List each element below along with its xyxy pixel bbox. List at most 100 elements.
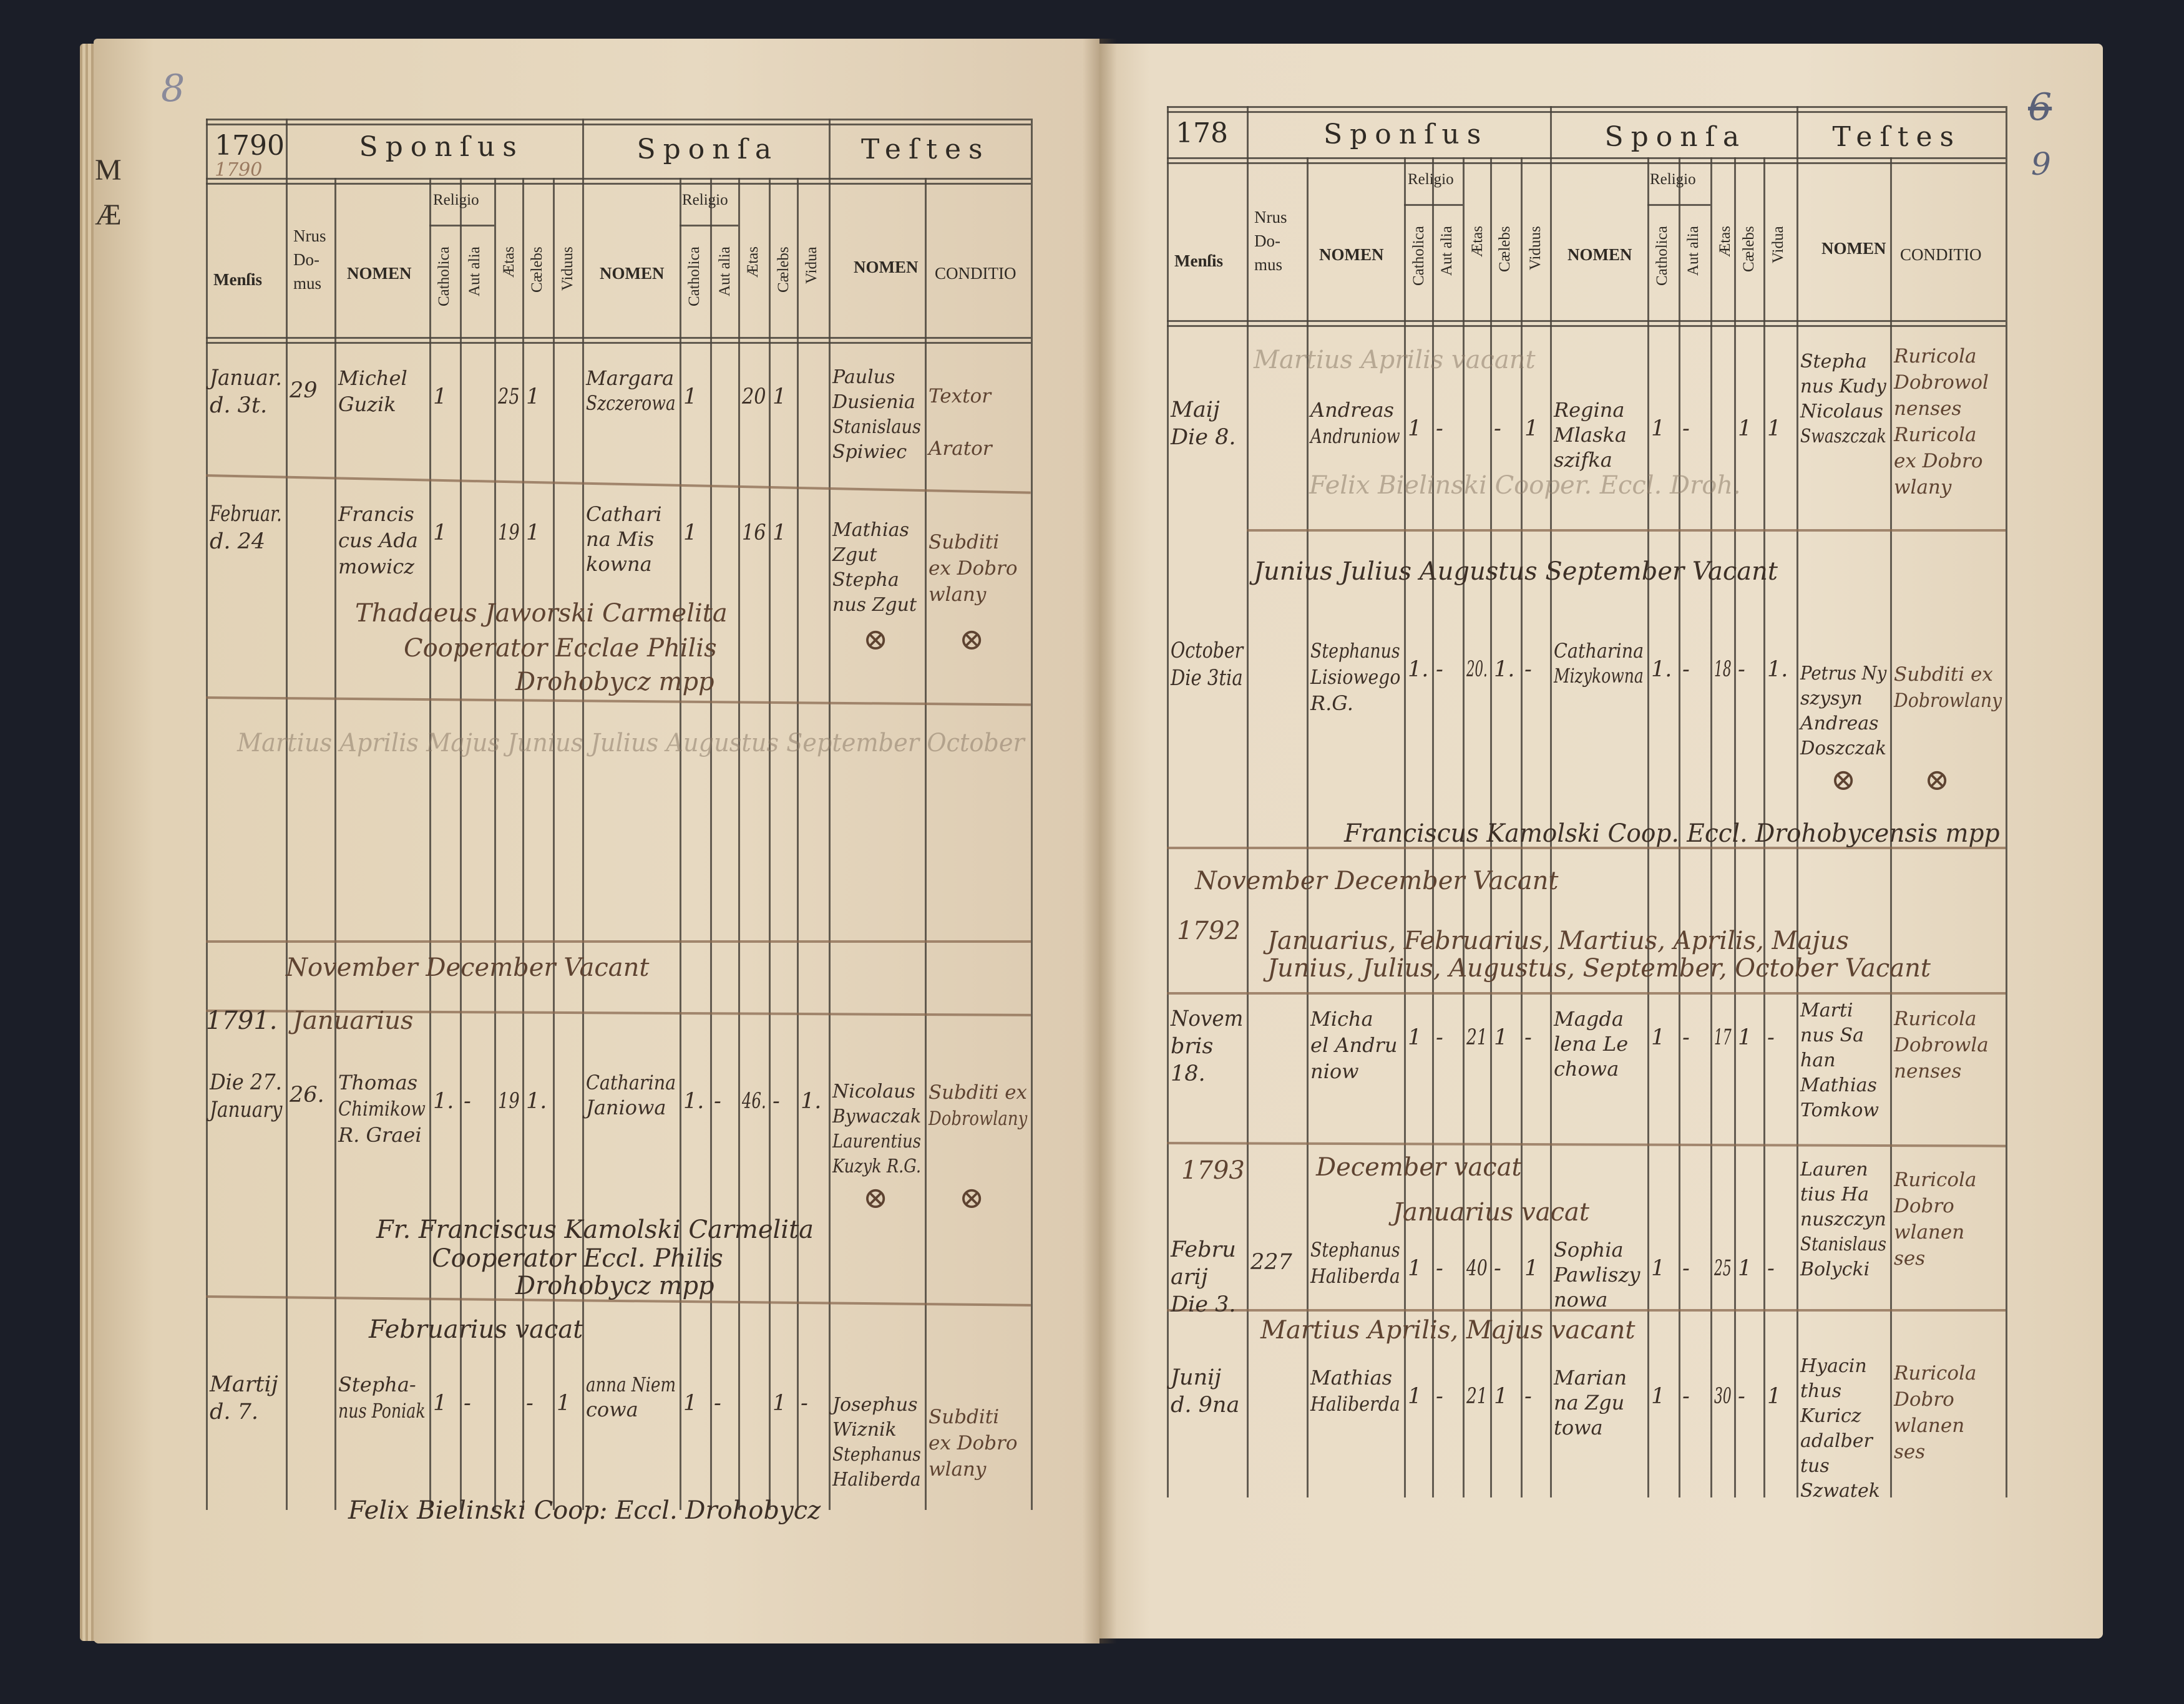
row-sponsus-name: Francis [338, 502, 414, 526]
row-witness-condition: Ruricola [1894, 345, 1977, 368]
register-note: Junius, Julius, Augustus, September, Oct… [1267, 954, 1931, 983]
row-a-aetas: 17 [1714, 1025, 1732, 1050]
column-rule [925, 178, 927, 1510]
row-house-number: 29 [290, 378, 318, 403]
header-sponsus: Sponſus [359, 131, 524, 163]
column-rule [334, 178, 336, 1510]
header-year: 178 [1176, 117, 1228, 149]
row-s-cath: 1 [1408, 1025, 1422, 1050]
row-witness-name: Spiwiec [832, 441, 907, 463]
row-witness-name: Josephus [832, 1394, 918, 1416]
row-a-aut: - [714, 1089, 721, 1114]
column-rule [1710, 157, 1712, 1497]
row-witness-condition: Subditi [929, 531, 1000, 553]
column-rule [1490, 157, 1492, 1497]
row-witness-name: Nicolaus [1800, 401, 1883, 422]
row-a-vid: - [1767, 1256, 1775, 1281]
header-sponsa-caelebs: Cælebs [1740, 226, 1757, 272]
register-note: November December Vacant [1195, 867, 1559, 895]
column-rule [1432, 157, 1434, 1497]
row-mensis: d. 7. [210, 1400, 259, 1424]
row-a-aut: - [1682, 1384, 1690, 1409]
row-sponsus-name: el Andru [1310, 1033, 1398, 1057]
row-witness-condition: Dobrowlany [1894, 689, 2002, 712]
row-witness-condition: wlanen [1894, 1221, 1965, 1244]
row-sponsa-name: Mizykowna [1554, 664, 1644, 688]
row-s-vid: 1 [1524, 416, 1539, 441]
row-sponsa-name: na Mis [586, 527, 655, 551]
column-rule [494, 178, 496, 1510]
row-s-cael: 1 [526, 520, 540, 545]
row-witness-condition: Dobrowlany [929, 1108, 1028, 1130]
row-witness-condition: wlanen [1894, 1414, 1965, 1437]
column-rule [1031, 178, 1033, 1510]
row-sponsus-name: R.G. [1310, 691, 1353, 715]
row-a-cath: 1 [1651, 1025, 1665, 1050]
column-rule [1647, 157, 1649, 1497]
row-witness-name: nus Kudy [1800, 376, 1886, 397]
row-s-vid: - [1524, 657, 1532, 682]
row-sponsus-name: Haliberda [1310, 1264, 1400, 1288]
register-note: December vacat [1316, 1153, 1522, 1182]
header-sponsa-catholica: Catholica [1654, 226, 1670, 286]
page-edge-fragment: M [95, 153, 122, 187]
row-sponsa-name: nowa [1554, 1288, 1608, 1312]
row-witness-name: Kuzyk R.G. [832, 1156, 922, 1177]
register-note: Januarius vacat [1393, 1198, 1589, 1227]
left-page [94, 39, 1099, 1643]
register-note: November December Vacant [286, 953, 650, 982]
cross-mark-icon: ⊗ [863, 622, 889, 657]
row-witness-condition: wlany [1894, 476, 1952, 499]
row-s-aut: - [464, 1391, 471, 1416]
row-s-aut: - [1436, 1025, 1443, 1050]
column-rule [1550, 106, 1552, 157]
row-witness-condition: Ruricola [1894, 424, 1977, 446]
register-note: Junius Julius Augustus September Vacant [1254, 557, 1778, 586]
row-rule [1167, 325, 2006, 327]
row-sponsa-name: kowna [586, 552, 652, 576]
column-rule [680, 178, 681, 1510]
row-sponsus-name: Micha [1310, 1007, 1373, 1031]
row-witness-name: Stanislaus [832, 416, 921, 438]
row-rule [1167, 106, 2006, 108]
row-s-aetas: 40 [1466, 1256, 1488, 1281]
row-witness-name: thus [1800, 1380, 1842, 1402]
row-a-aut: - [1682, 657, 1690, 682]
row-s-cath: 1 [1408, 416, 1422, 441]
row-witness-name: Mathias [1800, 1074, 1877, 1096]
handdrawn-separator [1247, 529, 2006, 532]
row-mensis: Maij [1171, 397, 1220, 422]
row-s-aetas: 25 [498, 384, 520, 409]
header-testes-conditio: CONDITIO [935, 263, 1016, 283]
row-witness-condition: Subditi ex [929, 1081, 1027, 1104]
row-mensis: arij [1171, 1265, 1208, 1290]
register-note: 1793 [1181, 1156, 1245, 1185]
row-s-cael: 1 [1494, 1025, 1508, 1050]
header-sponsus-religio: Religio [433, 192, 479, 208]
row-sponsa-name: Catharina [586, 1071, 676, 1094]
row-sponsa-name: Szczerowa [586, 391, 676, 415]
row-a-aut: - [1682, 1025, 1690, 1050]
row-witness-name: Stephanus [832, 1444, 921, 1466]
cross-mark-icon: ⊗ [1831, 762, 1856, 797]
header-nrus-domus: mus [293, 273, 322, 293]
row-sponsus-name: Lisiowego [1310, 665, 1401, 689]
column-rule [1247, 157, 1249, 1497]
row-s-cath: 1 [433, 1391, 447, 1416]
row-mensis: Januar. [210, 366, 282, 391]
header-sponsa-aetas: Ætas [744, 246, 761, 278]
row-sponsa-name: Pawliszy [1554, 1263, 1640, 1287]
row-witness-name: Tomkow [1800, 1099, 1879, 1121]
register-note: 1792 [1177, 917, 1241, 945]
header-sponsus-religio: Religio [1408, 171, 1454, 188]
row-witness-condition: Dobrowla [1894, 1034, 1989, 1056]
row-mensis: Die 27. [210, 1070, 282, 1095]
row-a-aut: - [1682, 1256, 1690, 1281]
header-sponsus-viduus: Viduus [1527, 226, 1544, 270]
column-rule [460, 178, 462, 1510]
row-sponsa-name: Sophia [1554, 1238, 1624, 1262]
row-witness-name: Bolycki [1800, 1259, 1870, 1280]
row-rule [206, 342, 1031, 344]
row-sponsus-name: Michel [338, 366, 407, 390]
row-a-cath: 1. [1651, 657, 1672, 682]
